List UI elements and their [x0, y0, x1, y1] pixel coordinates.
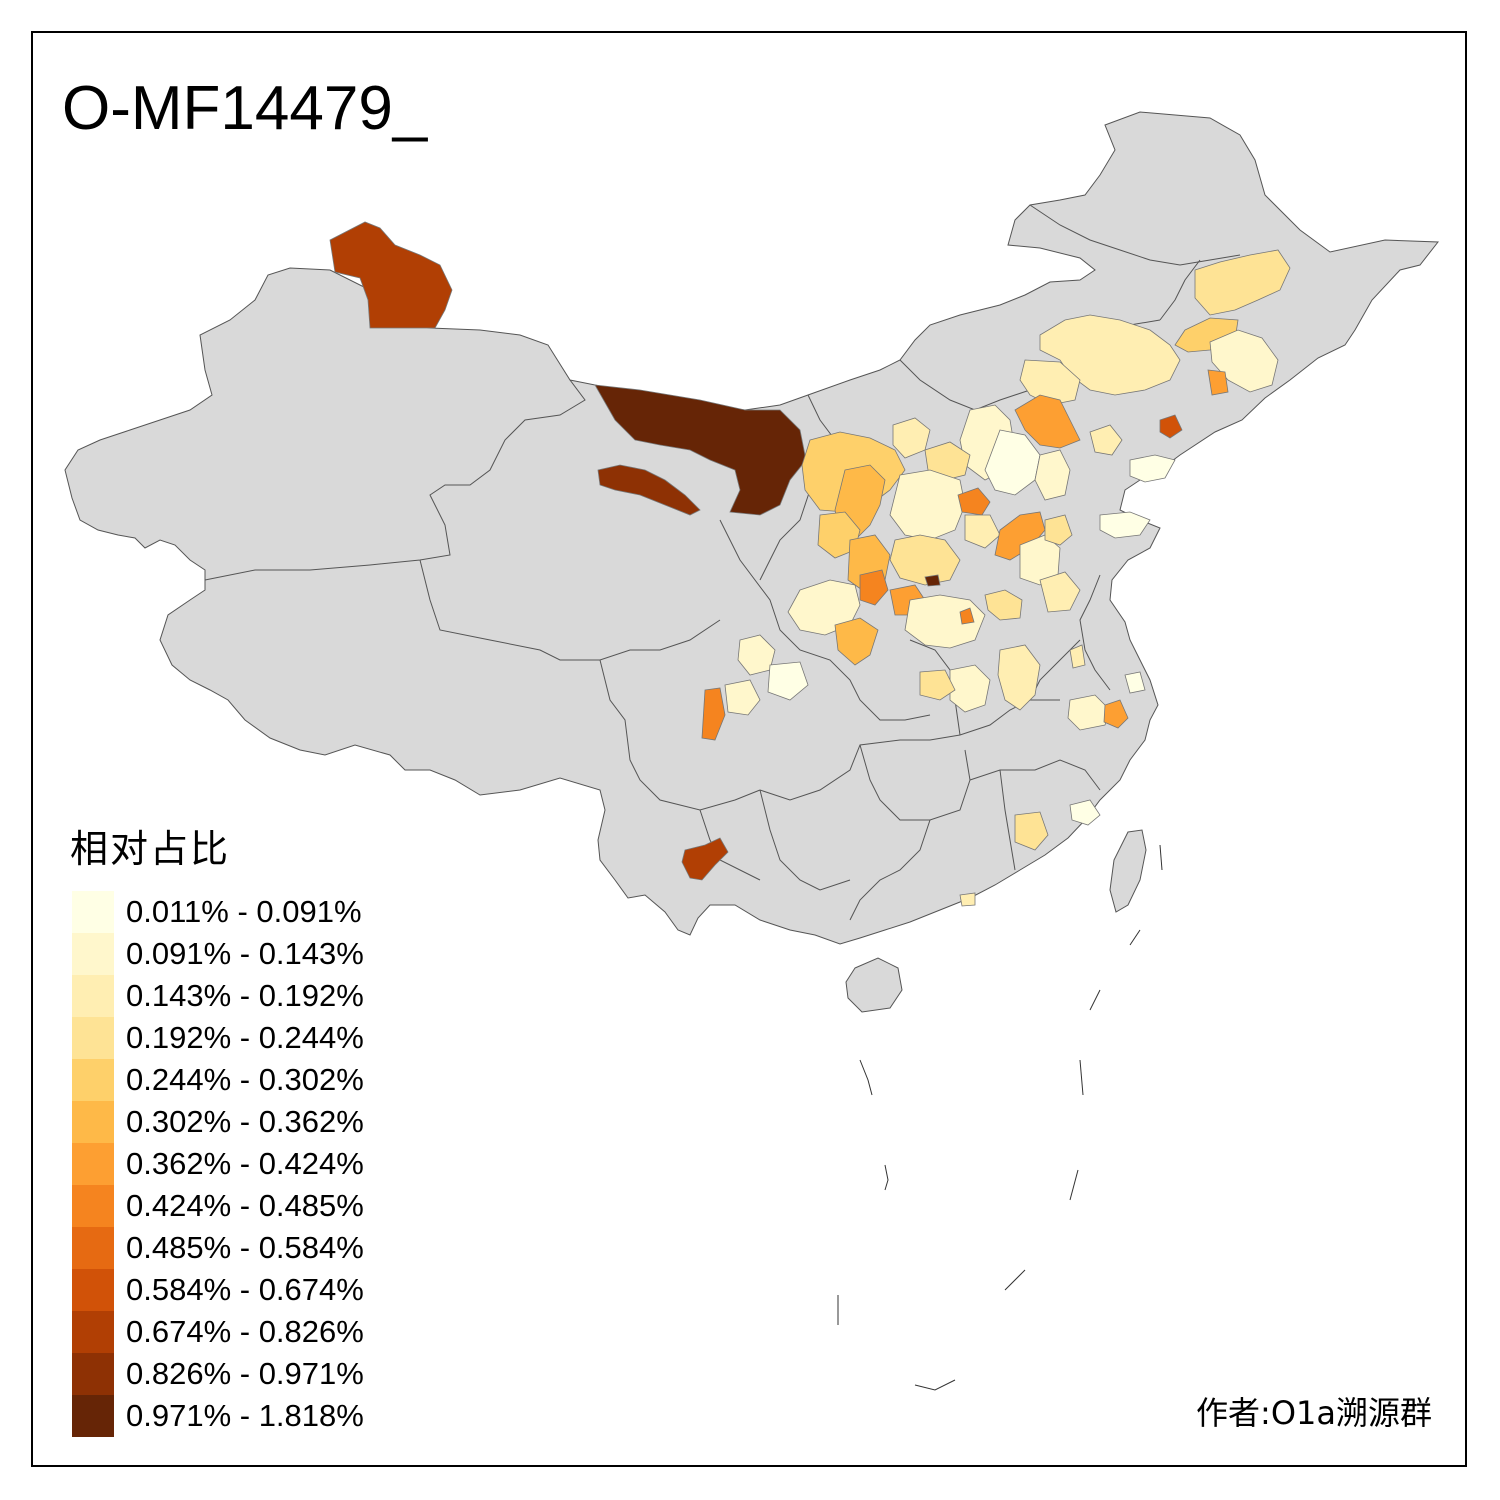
- region-hebei-4: [1034, 449, 1071, 501]
- legend-label: 0.192% - 0.244%: [126, 1020, 364, 1055]
- legend-swatch: [72, 1227, 114, 1269]
- region-henan-1: [904, 594, 986, 649]
- region-hubei-1: [997, 644, 1041, 711]
- hainan-island: [845, 957, 903, 1013]
- legend-swatch: [72, 1269, 114, 1311]
- region-guangdong-1: [959, 892, 976, 907]
- region-jiangsu-1: [1103, 699, 1129, 729]
- legend-label: 0.011% - 0.091%: [126, 894, 362, 929]
- legend-swatch: [72, 891, 114, 933]
- legend-label: 0.302% - 0.362%: [126, 1104, 364, 1139]
- legend-swatch: [72, 1101, 114, 1143]
- region-jiangsu-2: [1124, 671, 1146, 694]
- region-henan-4: [984, 589, 1023, 621]
- legend-row: 0.011% - 0.091%: [70, 891, 362, 933]
- legend-swatch: [72, 933, 114, 975]
- region-beijing-area: [1014, 394, 1081, 449]
- region-ne-1: [1194, 249, 1291, 316]
- region-gansu-s-3: [724, 679, 761, 716]
- region-fujian-1: [1069, 799, 1101, 826]
- region-liaoning-1: [1129, 454, 1176, 483]
- legend-row: 0.424% - 0.485%: [70, 1185, 364, 1227]
- legend-label: 0.485% - 0.584%: [126, 1230, 364, 1265]
- legend-row: 0.584% - 0.674%: [70, 1269, 364, 1311]
- region-hubei-2: [949, 664, 991, 713]
- region-gansu-s-2: [767, 661, 809, 701]
- legend: 相对占比 0.011% - 0.091% 0.091% - 0.143% 0.1…: [70, 818, 364, 1437]
- legend-row: 0.362% - 0.424%: [70, 1143, 364, 1185]
- legend-row: 0.244% - 0.302%: [70, 1059, 364, 1101]
- legend-swatch: [72, 1143, 114, 1185]
- region-shanxi-3: [964, 514, 1001, 549]
- legend-row: 0.091% - 0.143%: [70, 933, 364, 975]
- region-sichuan-1: [701, 687, 726, 741]
- region-anhui-1: [1067, 694, 1111, 731]
- region-hubei-3: [919, 669, 956, 701]
- legend-swatch: [72, 1185, 114, 1227]
- author-credit: 作者:O1a溯源群: [1196, 1394, 1432, 1432]
- region-sd-5: [1044, 514, 1073, 546]
- map-title: O-MF14479_: [62, 74, 428, 143]
- region-shaanxi-4: [834, 617, 879, 666]
- region-ne-7: [1019, 359, 1081, 406]
- legend-label: 0.424% - 0.485%: [126, 1188, 364, 1223]
- region-hebei-2: [984, 429, 1041, 496]
- legend-swatch: [72, 1311, 114, 1353]
- legend-row: 0.143% - 0.192%: [70, 975, 364, 1017]
- legend-row: 0.485% - 0.584%: [70, 1227, 364, 1269]
- region-ne-5: [1159, 414, 1183, 439]
- region-ne-3: [1209, 329, 1279, 393]
- region-henan-3: [959, 607, 975, 625]
- legend-swatch: [72, 1017, 114, 1059]
- legend-swatch: [72, 1395, 114, 1437]
- legend-row: 0.826% - 0.971%: [70, 1353, 364, 1395]
- mainland-outline: [64, 111, 1439, 945]
- legend-label: 0.143% - 0.192%: [126, 978, 364, 1013]
- taiwan-island: [1109, 829, 1147, 913]
- legend-title: 相对占比: [70, 827, 231, 871]
- base-country: [64, 111, 1439, 1013]
- region-shanxi-1: [889, 469, 966, 541]
- legend-row: 0.192% - 0.244%: [70, 1017, 364, 1059]
- region-class-11-altay: [329, 221, 453, 329]
- region-jiangsu-3: [1069, 644, 1086, 669]
- legend-label: 0.362% - 0.424%: [126, 1146, 364, 1181]
- region-sd-3: [1039, 571, 1081, 613]
- legend-label: 0.674% - 0.826%: [126, 1314, 364, 1349]
- region-sd-4: [1099, 511, 1151, 539]
- region-henan-2: [924, 574, 941, 587]
- legend-row: 0.674% - 0.826%: [70, 1311, 364, 1353]
- legend-swatch: [72, 1353, 114, 1395]
- legend-label: 0.971% - 1.818%: [126, 1398, 364, 1433]
- legend-rows: 0.011% - 0.091% 0.091% - 0.143% 0.143% -…: [70, 891, 364, 1437]
- region-class-11-yunnan: [681, 837, 729, 881]
- legend-label: 0.091% - 0.143%: [126, 936, 364, 971]
- region-jiangxi-1: [1014, 811, 1049, 851]
- legend-swatch: [72, 1059, 114, 1101]
- region-shanxi-2: [957, 487, 991, 516]
- legend-swatch: [72, 975, 114, 1017]
- region-shanxi-4: [889, 534, 961, 586]
- legend-row: 0.971% - 1.818%: [70, 1395, 364, 1437]
- region-shaanxi-2: [859, 569, 889, 606]
- legend-label: 0.826% - 0.971%: [126, 1356, 364, 1391]
- region-ne-4: [1207, 369, 1229, 396]
- legend-label: 0.584% - 0.674%: [126, 1272, 364, 1307]
- legend-label: 0.244% - 0.302%: [126, 1062, 364, 1097]
- legend-row: 0.302% - 0.362%: [70, 1101, 364, 1143]
- region-hebei-3: [1089, 424, 1123, 456]
- choropleth-regions: [329, 221, 1291, 907]
- region-class-12-a: [597, 464, 701, 516]
- region-class-13-a: [594, 384, 807, 516]
- south-china-sea-islands: [837, 844, 1163, 1391]
